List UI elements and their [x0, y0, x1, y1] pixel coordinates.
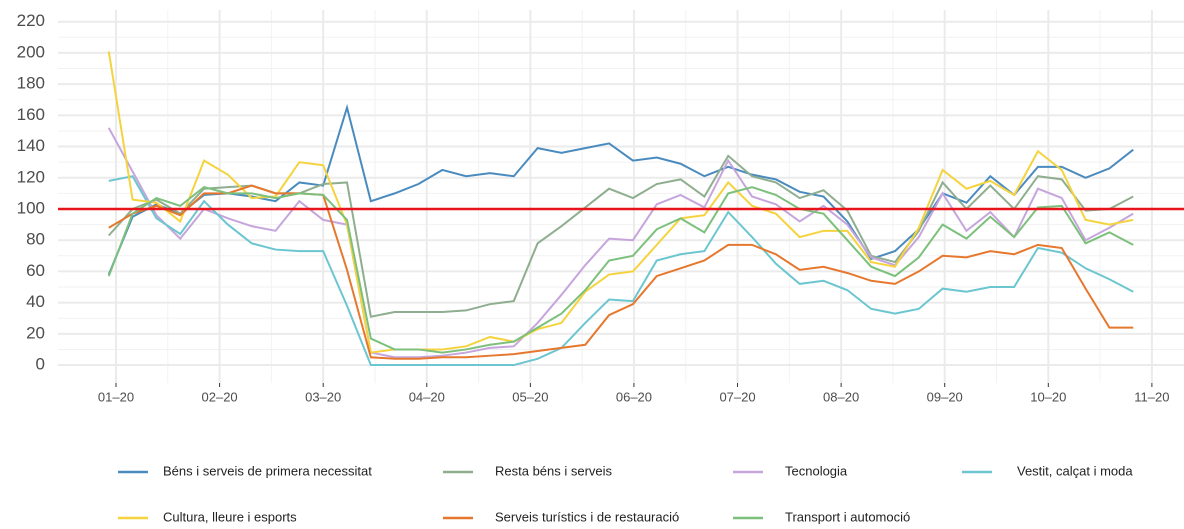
y-tick-label: 60: [26, 261, 45, 280]
y-tick-label: 100: [17, 198, 45, 217]
series-line: [107, 51, 1134, 354]
x-tick-label: 03–20: [305, 389, 341, 404]
x-tick-label: 11–20: [1134, 389, 1169, 404]
x-tick-label: 05–20: [512, 389, 548, 404]
x-tick-label: 10–20: [1030, 389, 1066, 404]
x-tick-label: 06–20: [616, 389, 652, 404]
y-tick-label: 20: [26, 323, 45, 342]
series-line: [108, 154, 1134, 318]
legend-label: Resta béns i serveis: [495, 463, 613, 478]
x-tick-label: 09–20: [927, 389, 963, 404]
legend-label: Transport i automoció: [785, 509, 910, 524]
y-tick-label: 40: [26, 292, 45, 311]
legend-label: Vestit, calçat i moda: [1017, 463, 1133, 478]
y-tick-label: 120: [17, 167, 45, 186]
legend-label: Serveis turístics i de restauració: [495, 509, 679, 524]
legend-label: Cultura, lleure i esports: [163, 509, 297, 524]
x-tick-label: 01–20: [98, 389, 134, 404]
x-tick-label: 04–20: [409, 389, 445, 404]
y-tick-label: 140: [17, 136, 45, 155]
series-line: [107, 186, 1134, 354]
x-tick-label: 08–20: [823, 389, 859, 404]
y-tick-label: 180: [17, 74, 45, 93]
series-line: [108, 184, 1134, 360]
x-tick-label: 07–20: [719, 389, 755, 404]
series-line: [107, 127, 1134, 359]
y-tick-label: 200: [17, 42, 45, 61]
y-tick-label: 0: [36, 355, 45, 374]
series-line: [108, 175, 1134, 367]
y-tick-label: 220: [17, 11, 45, 30]
legend-label: Béns i serveis de primera necessitat: [163, 463, 372, 478]
x-tick-label: 02–20: [202, 389, 238, 404]
y-tick-label: 80: [26, 230, 45, 249]
legend-label: Tecnologia: [785, 463, 848, 478]
y-tick-label: 160: [17, 105, 45, 124]
series-line: [107, 103, 1134, 275]
